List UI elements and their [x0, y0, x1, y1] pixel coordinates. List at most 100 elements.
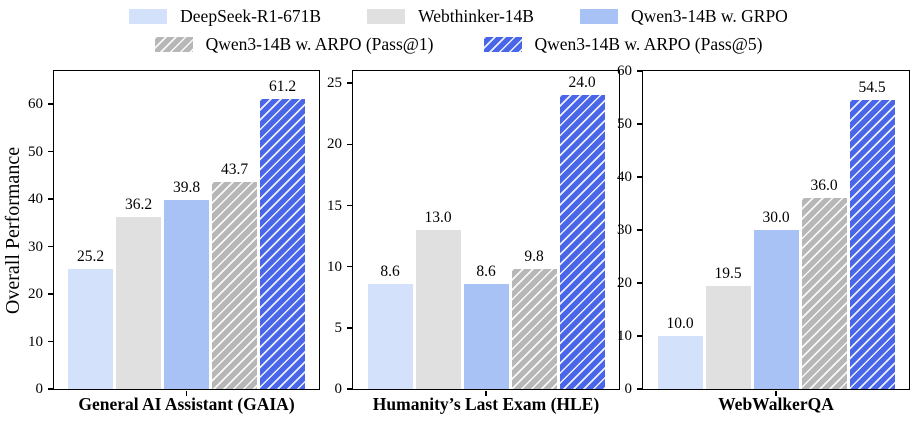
- y-axis-tick: [47, 150, 53, 153]
- bar-webthinker-14b: [116, 217, 161, 389]
- bar-deepseek-r1-671b: [68, 269, 113, 389]
- y-axis-tick-label: 20: [617, 275, 632, 292]
- plot-area: 25.2 36.2 39.8 43.7 61.2 0 10 20 30 40 50 60: [28, 70, 320, 397]
- legend-label: Qwen3-14B w. ARPO (Pass@1): [205, 34, 434, 54]
- y-axis-tick-label: 20: [327, 136, 342, 153]
- y-axis-tick: [636, 335, 642, 337]
- y-axis-tick: [636, 176, 642, 178]
- legend-swatch: [129, 8, 168, 24]
- chart-panel-webwalkerqa: 10.0 19.5 30.0 36.0 54.5 0 10 20 30 40 50 60 WebWa…: [617, 0, 910, 422]
- bar-value-label: 13.0: [424, 209, 452, 226]
- bar-qwen3-14b-w-arpo-pass-1: [511, 269, 557, 389]
- x-axis-tick: [185, 391, 188, 396]
- x-axis-title: WebWalkerQA: [718, 394, 834, 414]
- chart-panel-hle: 8.6 13.0 8.6 9.8 24.0 0 5 10 15 20 25 Humanity’s …: [327, 0, 620, 422]
- y-axis-tick: [47, 245, 53, 248]
- x-axis-title: General AI Assistant (GAIA): [78, 394, 295, 414]
- legend-item: Qwen3-14B w. GRPO: [579, 5, 788, 27]
- legend-swatch: [367, 8, 406, 24]
- bar-group: 36.2: [116, 71, 161, 389]
- legend-item: Qwen3-14B w. ARPO (Pass@5): [483, 33, 763, 55]
- y-axis-tick: [636, 70, 642, 72]
- bar-webthinker-14b: [415, 230, 461, 389]
- y-axis-tick: [636, 229, 642, 231]
- bar-value-label: 61.2: [268, 77, 297, 95]
- y-axis-tick: [636, 123, 642, 125]
- y-axis-tick-label: 30: [28, 238, 43, 255]
- bar-deepseek-r1-671b: [657, 336, 703, 389]
- y-axis-tick-label: 5: [334, 319, 343, 336]
- legend-label: Qwen3-14B w. ARPO (Pass@5): [534, 34, 763, 54]
- chart-panel-gaia: 25.2 36.2 39.8 43.7 61.2 0 10 20 30 40 50 60 Gener…: [28, 0, 320, 422]
- bar-qwen3-14b-w-arpo-pass-5: [260, 98, 305, 389]
- bar-group: 10.0: [657, 71, 703, 389]
- bar-qwen3-14b-w-arpo-pass-1: [212, 181, 257, 389]
- y-axis-tick-label: 0: [35, 381, 44, 397]
- bar-value-label: 54.5: [858, 79, 886, 97]
- legend-label: Webthinker-14B: [418, 6, 534, 26]
- y-axis-tick: [636, 388, 642, 390]
- y-axis-tick-label: 50: [617, 116, 632, 132]
- bar-webthinker-14b: [705, 285, 751, 389]
- bar-qwen3-14b-w-grpo: [164, 200, 209, 389]
- y-axis-tick-label: 25: [327, 75, 342, 92]
- y-axis-tick: [346, 327, 352, 329]
- plot-area: 8.6 13.0 8.6 9.8 24.0 0 5 10 15 20 25: [327, 70, 620, 397]
- y-axis-tick-label: 30: [617, 222, 632, 238]
- bars-container: 25.2 36.2 39.8 43.7 61.2: [54, 71, 319, 389]
- bar-group: 36.0: [801, 71, 847, 389]
- bar-qwen3-14b-w-arpo-pass-5: [849, 100, 895, 389]
- bars-container: 10.0 19.5 30.0 36.0 54.5: [643, 71, 909, 389]
- bar-group: 30.0: [753, 71, 799, 389]
- y-axis-tick-label: 10: [327, 258, 342, 275]
- y-axis-tick-label: 40: [28, 191, 43, 208]
- bar-group: 19.5: [705, 71, 751, 389]
- x-axis-tick: [485, 391, 487, 396]
- legend-row-2: Qwen3-14B w. ARPO (Pass@1) Qwen3-14B w. A…: [0, 33, 917, 55]
- legend-swatch: [154, 36, 193, 52]
- bar-group: 8.6: [367, 71, 413, 389]
- y-axis-tick-label: 40: [617, 169, 632, 186]
- y-axis-tick: [346, 204, 352, 207]
- bar-qwen3-14b-w-arpo-pass-1: [801, 198, 847, 389]
- y-axis-tick-label: 50: [28, 143, 43, 160]
- y-axis-tick: [47, 103, 53, 105]
- bar-value-label: 8.6: [380, 262, 400, 280]
- bar-value-label: 43.7: [220, 160, 249, 178]
- y-axis-tick-label: 15: [327, 197, 342, 214]
- legend-swatch: [483, 36, 522, 52]
- x-axis-tick: [775, 391, 777, 396]
- y-axis-tick: [47, 340, 53, 343]
- bar-group: 13.0: [415, 71, 461, 389]
- bar-group: 54.5: [849, 71, 895, 389]
- legend-label: DeepSeek-R1-671B: [180, 6, 322, 26]
- bar-qwen3-14b-w-grpo: [753, 230, 799, 389]
- bar-group: 61.2: [260, 71, 305, 389]
- y-axis-tick: [346, 143, 352, 146]
- y-axis-tick: [47, 388, 53, 390]
- y-axis-tick-label: 0: [624, 381, 633, 397]
- y-axis-tick: [346, 265, 352, 268]
- bar-group: 43.7: [212, 71, 257, 389]
- bar-value-label: 39.8: [172, 179, 201, 197]
- bar-value-label: 36.2: [124, 196, 153, 214]
- bar-group: 25.2: [68, 71, 113, 389]
- legend-row-1: DeepSeek-R1-671B Webthinker-14B Qwen3-14B …: [0, 5, 917, 27]
- bar-group: 39.8: [164, 71, 209, 389]
- y-axis-tick-label: 60: [617, 63, 632, 79]
- bar-group: 8.6: [463, 71, 509, 389]
- y-axis-tick-label: 20: [28, 286, 43, 303]
- y-axis-tick: [346, 388, 352, 390]
- bar-qwen3-14b-w-grpo: [463, 283, 509, 389]
- legend-swatch: [579, 8, 618, 24]
- y-axis-tick-label: 60: [28, 96, 43, 113]
- bar-deepseek-r1-671b: [367, 283, 413, 389]
- bar-value-label: 24.0: [568, 74, 596, 92]
- bar-value-label: 25.2: [76, 248, 105, 266]
- legend-item: Webthinker-14B: [367, 5, 534, 27]
- bars-container: 8.6 13.0 8.6 9.8 24.0: [353, 71, 619, 389]
- plot-area: 10.0 19.5 30.0 36.0 54.5 0 10 20 30 40 50 60: [617, 63, 910, 397]
- y-axis-tick-label: 10: [28, 333, 43, 350]
- y-axis-tick: [47, 293, 53, 295]
